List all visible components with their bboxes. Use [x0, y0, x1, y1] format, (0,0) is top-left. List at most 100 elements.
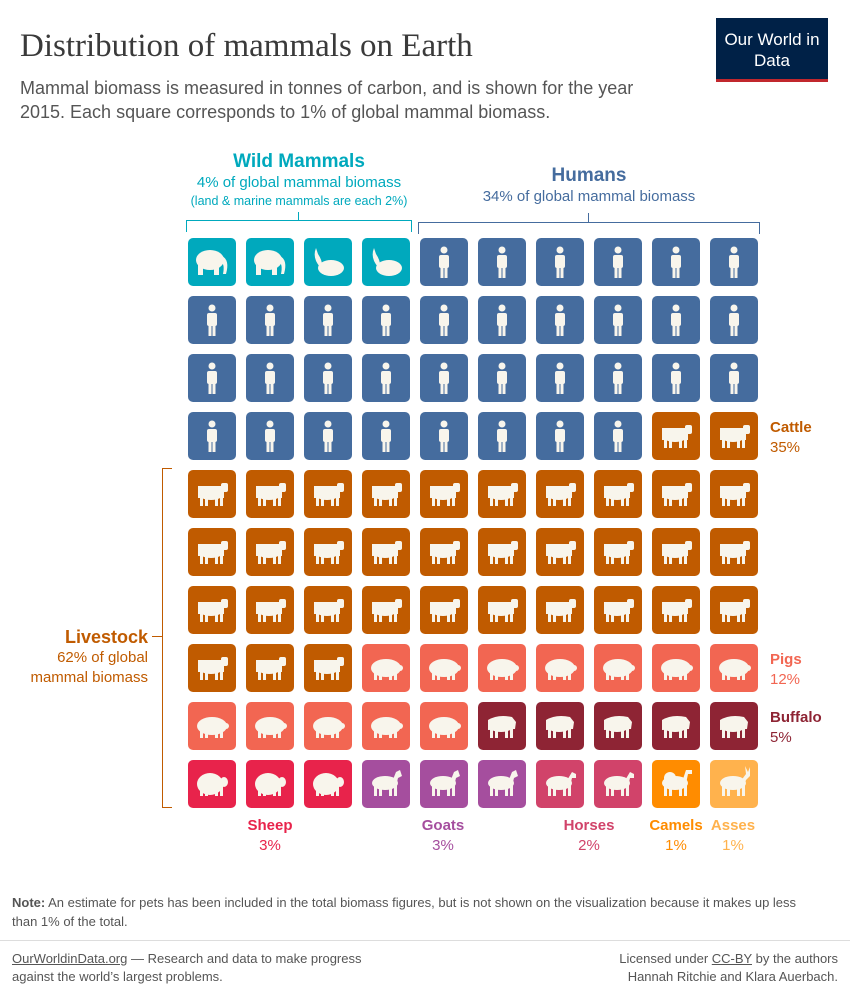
- goats-name: Goats: [421, 817, 465, 834]
- waffle-cell-humans: [594, 412, 642, 460]
- buffalo-icon: [604, 716, 632, 738]
- cattle-label: Cattle 35%: [770, 418, 812, 458]
- waffle-cell-sheep: [246, 760, 294, 808]
- donkey-icon: [720, 766, 750, 796]
- sheep-pct: 3%: [259, 837, 281, 854]
- license-link[interactable]: CC-BY: [711, 951, 752, 966]
- camels-label: Camels 1%: [636, 816, 716, 856]
- waffle-cell-humans: [652, 354, 700, 402]
- waffle-cell-buffalo: [594, 702, 642, 750]
- cow-icon: [662, 599, 692, 622]
- human-icon: [729, 362, 739, 394]
- waffle-cell-goats: [478, 760, 526, 808]
- waffle-cell-humans: [304, 354, 352, 402]
- cow-icon: [256, 657, 286, 680]
- waffle-cell-cattle: [594, 586, 642, 634]
- cow-icon: [372, 599, 402, 622]
- livestock-label: Livestock 62% of global mammal biomass: [10, 626, 148, 688]
- waffle-cell-cattle: [246, 644, 294, 692]
- cow-icon: [198, 599, 228, 622]
- waffle-cell-pigs: [652, 644, 700, 692]
- note-label: Note:: [12, 895, 46, 910]
- waffle-cell-humans: [188, 296, 236, 344]
- waffle-cell-cattle: [594, 528, 642, 576]
- waffle-cell-horses: [536, 760, 584, 808]
- footer-left: OurWorldinData.org — Research and data t…: [12, 950, 402, 986]
- cow-icon: [720, 599, 750, 622]
- waffle-cell-humans: [362, 412, 410, 460]
- waffle-cell-humans: [536, 296, 584, 344]
- waffle-cell-cattle: [188, 644, 236, 692]
- footer-divider: [0, 940, 850, 941]
- whale-icon: [372, 248, 402, 276]
- whale-icon: [314, 248, 344, 276]
- waffle-cell-pigs: [536, 644, 584, 692]
- pig-icon: [429, 717, 461, 738]
- elephant-icon: [196, 250, 228, 275]
- owid-link[interactable]: OurWorldinData.org: [12, 951, 128, 966]
- human-icon: [323, 420, 333, 452]
- pig-icon: [255, 717, 287, 738]
- human-icon: [439, 362, 449, 394]
- waffle-cell-cattle: [710, 586, 758, 634]
- cow-icon: [604, 599, 634, 622]
- waffle-cell-humans: [478, 412, 526, 460]
- cow-icon: [488, 483, 518, 506]
- cow-icon: [314, 599, 344, 622]
- waffle-cell-land-mammals: [246, 238, 294, 286]
- human-icon: [265, 420, 275, 452]
- goats-pct: 3%: [432, 837, 454, 854]
- camel-icon: [662, 770, 692, 796]
- human-icon: [439, 304, 449, 336]
- human-icon: [439, 420, 449, 452]
- waffle-cell-humans: [594, 354, 642, 402]
- pig-icon: [197, 717, 229, 738]
- waffle-cell-humans: [536, 354, 584, 402]
- cattle-name: Cattle: [770, 419, 812, 436]
- waffle-cell-humans: [710, 296, 758, 344]
- cow-icon: [198, 483, 228, 506]
- asses-label: Asses 1%: [693, 816, 773, 856]
- waffle-cell-cattle: [420, 528, 468, 576]
- owid-logo[interactable]: Our World in Data: [716, 18, 828, 82]
- buffalo-icon: [662, 716, 690, 738]
- pig-icon: [371, 659, 403, 680]
- elephant-icon: [254, 250, 286, 275]
- waffle-cell-goats: [420, 760, 468, 808]
- cow-icon: [488, 599, 518, 622]
- sheep-label: Sheep 3%: [230, 816, 310, 856]
- waffle-cell-cattle: [246, 586, 294, 634]
- pig-icon: [661, 659, 693, 680]
- waffle-cell-pigs: [594, 644, 642, 692]
- cow-icon: [314, 483, 344, 506]
- human-icon: [381, 420, 391, 452]
- livestock-bracket-tick: [152, 636, 162, 637]
- human-icon: [323, 362, 333, 394]
- waffle-cell-humans: [362, 354, 410, 402]
- waffle-cell-cattle: [710, 528, 758, 576]
- human-icon: [381, 304, 391, 336]
- livestock-line2: mammal biomass: [30, 669, 148, 686]
- waffle-cell-pigs: [420, 702, 468, 750]
- cow-icon: [198, 657, 228, 680]
- human-icon: [729, 246, 739, 278]
- waffle-cell-humans: [420, 354, 468, 402]
- waffle-cell-humans: [246, 296, 294, 344]
- cow-icon: [430, 599, 460, 622]
- waffle-cell-cattle: [362, 528, 410, 576]
- cattle-pct: 35%: [770, 439, 801, 456]
- waffle-cell-humans: [536, 238, 584, 286]
- chart-title: Distribution of mammals on Earth: [20, 28, 473, 64]
- cow-icon: [546, 599, 576, 622]
- waffle-cell-humans: [710, 354, 758, 402]
- waffle-cell-buffalo: [652, 702, 700, 750]
- buffalo-icon: [720, 716, 748, 738]
- goat-icon: [488, 770, 518, 796]
- human-icon: [555, 304, 565, 336]
- waffle-cell-humans: [594, 296, 642, 344]
- waffle-cell-humans: [594, 238, 642, 286]
- waffle-cell-buffalo: [478, 702, 526, 750]
- asses-pct: 1%: [722, 837, 744, 854]
- humans-group-label: Humans 34% of global mammal biomass: [418, 164, 760, 206]
- human-icon: [613, 304, 623, 336]
